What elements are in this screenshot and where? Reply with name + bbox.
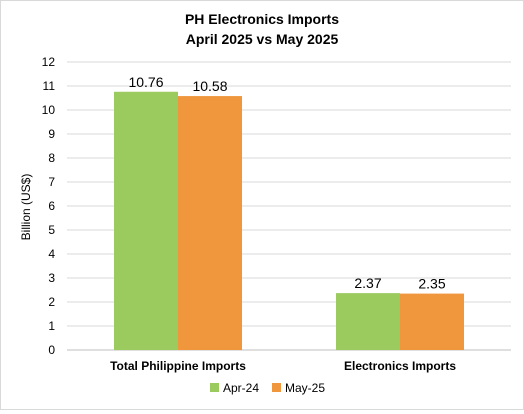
legend-swatch xyxy=(210,383,219,392)
y-tick-label: 3 xyxy=(48,271,55,285)
bar xyxy=(178,96,242,350)
data-label: 2.37 xyxy=(354,275,381,291)
x-tick-label: Electronics Imports xyxy=(344,359,456,373)
y-axis-label: Billion (US$) xyxy=(19,174,33,241)
chart-subtitle: April 2025 vs May 2025 xyxy=(186,31,339,47)
y-tick-label: 12 xyxy=(42,55,56,69)
data-labels: 10.76 10.58 2.37 2.35 xyxy=(128,74,445,292)
x-tick-label: Total Philippine Imports xyxy=(110,359,246,373)
data-label: 10.58 xyxy=(192,78,227,94)
y-tick-label: 6 xyxy=(48,199,55,213)
legend-swatch xyxy=(272,383,281,392)
legend-label: Apr-24 xyxy=(223,381,259,395)
y-tick-label: 9 xyxy=(48,127,55,141)
bars xyxy=(114,91,464,350)
y-tick-label: 11 xyxy=(43,79,56,93)
legend-label: May-25 xyxy=(285,381,325,395)
bar xyxy=(400,293,464,350)
data-label: 2.35 xyxy=(418,276,445,292)
y-tick-label: 0 xyxy=(48,343,55,357)
bar xyxy=(336,293,400,350)
x-axis-ticks: Total Philippine Imports Electronics Impo… xyxy=(110,359,456,373)
y-tick-label: 5 xyxy=(48,223,55,237)
legend: Apr-24 May-25 xyxy=(210,381,325,395)
y-tick-label: 4 xyxy=(48,247,55,261)
y-tick-label: 8 xyxy=(48,151,55,165)
chart-title: PH Electronics Imports xyxy=(185,11,339,27)
bar xyxy=(114,91,178,350)
y-tick-label: 1 xyxy=(48,319,55,333)
y-tick-label: 7 xyxy=(48,175,55,189)
data-label: 10.76 xyxy=(128,74,163,90)
y-tick-label: 2 xyxy=(48,295,55,309)
y-tick-label: 10 xyxy=(42,103,56,117)
